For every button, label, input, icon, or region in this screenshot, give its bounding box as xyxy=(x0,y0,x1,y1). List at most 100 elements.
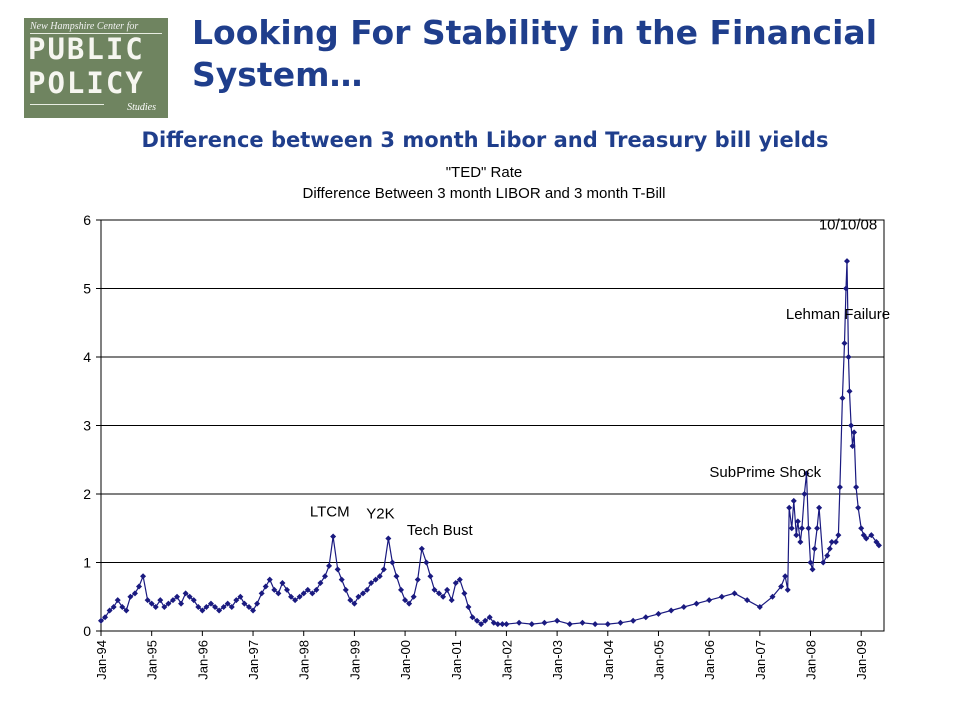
data-point xyxy=(148,600,155,607)
data-point xyxy=(790,497,797,504)
x-tick-label: Jan-98 xyxy=(297,640,312,680)
data-point xyxy=(258,590,265,597)
data-point xyxy=(832,538,839,545)
data-point xyxy=(102,614,109,621)
data-point xyxy=(642,614,649,621)
x-tick-label: Jan-94 xyxy=(94,640,109,680)
data-point xyxy=(364,586,371,593)
chart-subtitle: Difference Between 3 month LIBOR and 3 m… xyxy=(303,185,666,202)
series-line xyxy=(100,261,880,625)
data-point xyxy=(423,559,430,566)
data-point xyxy=(250,607,257,614)
annotation-label: Tech Bust xyxy=(407,522,474,539)
data-point xyxy=(393,573,400,580)
data-point xyxy=(178,600,185,607)
data-point xyxy=(868,532,875,539)
x-tick-label: Jan-97 xyxy=(246,640,261,680)
data-point xyxy=(347,597,354,604)
data-point xyxy=(317,580,324,587)
data-point xyxy=(769,593,776,600)
data-point xyxy=(376,573,383,580)
data-point xyxy=(216,607,223,614)
data-point xyxy=(797,538,804,545)
data-point xyxy=(431,586,438,593)
data-point xyxy=(207,600,214,607)
data-point xyxy=(655,610,662,617)
data-point xyxy=(144,597,151,604)
data-point xyxy=(630,617,637,624)
data-point xyxy=(334,566,341,573)
data-point xyxy=(119,604,126,611)
data-point xyxy=(262,583,269,590)
data-point xyxy=(814,525,821,532)
data-point xyxy=(805,525,812,532)
x-tick-label: Jan-96 xyxy=(195,640,210,680)
data-point xyxy=(110,604,117,611)
data-point xyxy=(528,621,535,628)
gridlines xyxy=(101,288,884,563)
data-point xyxy=(161,604,168,611)
data-point xyxy=(254,600,261,607)
data-point xyxy=(279,580,286,587)
data-point xyxy=(835,532,842,539)
data-point xyxy=(668,607,675,614)
data-point xyxy=(157,597,164,604)
y-tick-label: 0 xyxy=(83,623,91,639)
data-point xyxy=(499,621,506,628)
data-point xyxy=(385,535,392,542)
data-point xyxy=(436,590,443,597)
page-title: Looking For Stability in the Financial S… xyxy=(192,13,878,94)
data-point xyxy=(465,604,472,611)
data-point xyxy=(380,566,387,573)
data-point xyxy=(731,590,738,597)
x-tick-label: Jan-95 xyxy=(145,640,160,680)
data-point xyxy=(811,545,818,552)
logo-word-policy: POLICY xyxy=(28,66,145,100)
data-point xyxy=(461,590,468,597)
data-point xyxy=(292,597,299,604)
data-point xyxy=(338,576,345,583)
data-point xyxy=(788,525,795,532)
data-point xyxy=(418,545,425,552)
data-point xyxy=(516,619,523,626)
data-point xyxy=(283,586,290,593)
data-point xyxy=(592,621,599,628)
x-tick-label: Jan-02 xyxy=(499,640,514,680)
data-point xyxy=(784,586,791,593)
data-point xyxy=(444,586,451,593)
x-tick-label: Jan-03 xyxy=(550,640,565,680)
data-point xyxy=(351,600,358,607)
data-point xyxy=(452,580,459,587)
data-point xyxy=(839,395,846,402)
x-tick-label: Jan-99 xyxy=(347,640,362,680)
data-point xyxy=(828,538,835,545)
axes: 0 1 2 3 4 5 6 Jan-94 Jan-95 Jan-96 Jan-97 Jan-98 Jan… xyxy=(83,212,869,680)
data-point xyxy=(801,491,808,497)
data-point xyxy=(809,566,816,573)
data-point xyxy=(503,621,510,628)
data-point xyxy=(744,597,751,604)
data-point xyxy=(853,484,860,491)
data-point xyxy=(406,600,413,607)
data-point xyxy=(123,607,130,614)
data-point xyxy=(266,576,273,583)
data-point xyxy=(355,593,362,600)
data-point xyxy=(313,586,320,593)
data-point xyxy=(304,586,311,593)
data-point xyxy=(220,604,227,611)
data-point xyxy=(494,621,501,628)
data-point xyxy=(554,617,561,624)
data-point xyxy=(604,621,611,628)
data-point xyxy=(836,484,843,491)
data-point xyxy=(300,590,307,597)
data-point xyxy=(448,597,455,604)
data-point xyxy=(793,532,800,539)
data-point xyxy=(849,443,856,450)
data-point xyxy=(127,593,134,600)
data-point xyxy=(241,600,248,607)
data-point xyxy=(212,604,219,611)
y-tick-label: 1 xyxy=(83,555,91,571)
data-point xyxy=(427,573,434,580)
data-point xyxy=(875,542,882,549)
data-point xyxy=(579,619,586,626)
